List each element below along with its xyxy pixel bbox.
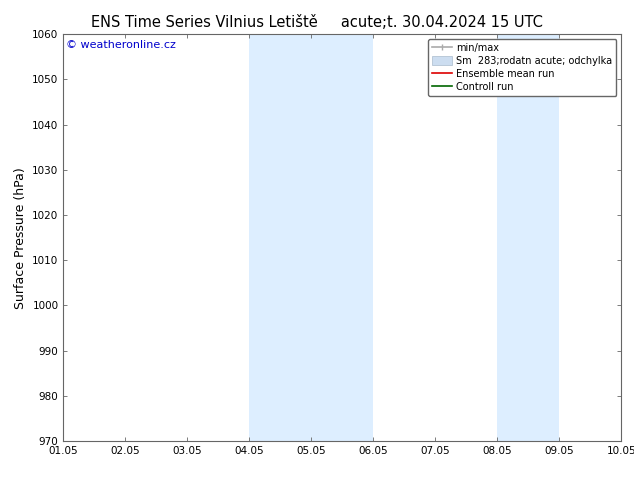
Y-axis label: Surface Pressure (hPa): Surface Pressure (hPa) — [14, 167, 27, 309]
Bar — [497, 34, 559, 441]
Bar — [249, 34, 373, 441]
Legend: min/max, Sm  283;rodatn acute; odchylka, Ensemble mean run, Controll run: min/max, Sm 283;rodatn acute; odchylka, … — [428, 39, 616, 96]
Text: © weatheronline.cz: © weatheronline.cz — [66, 40, 176, 50]
Text: ENS Time Series Vilnius Letiště     acute;t. 30.04.2024 15 UTC: ENS Time Series Vilnius Letiště acute;t.… — [91, 15, 543, 30]
